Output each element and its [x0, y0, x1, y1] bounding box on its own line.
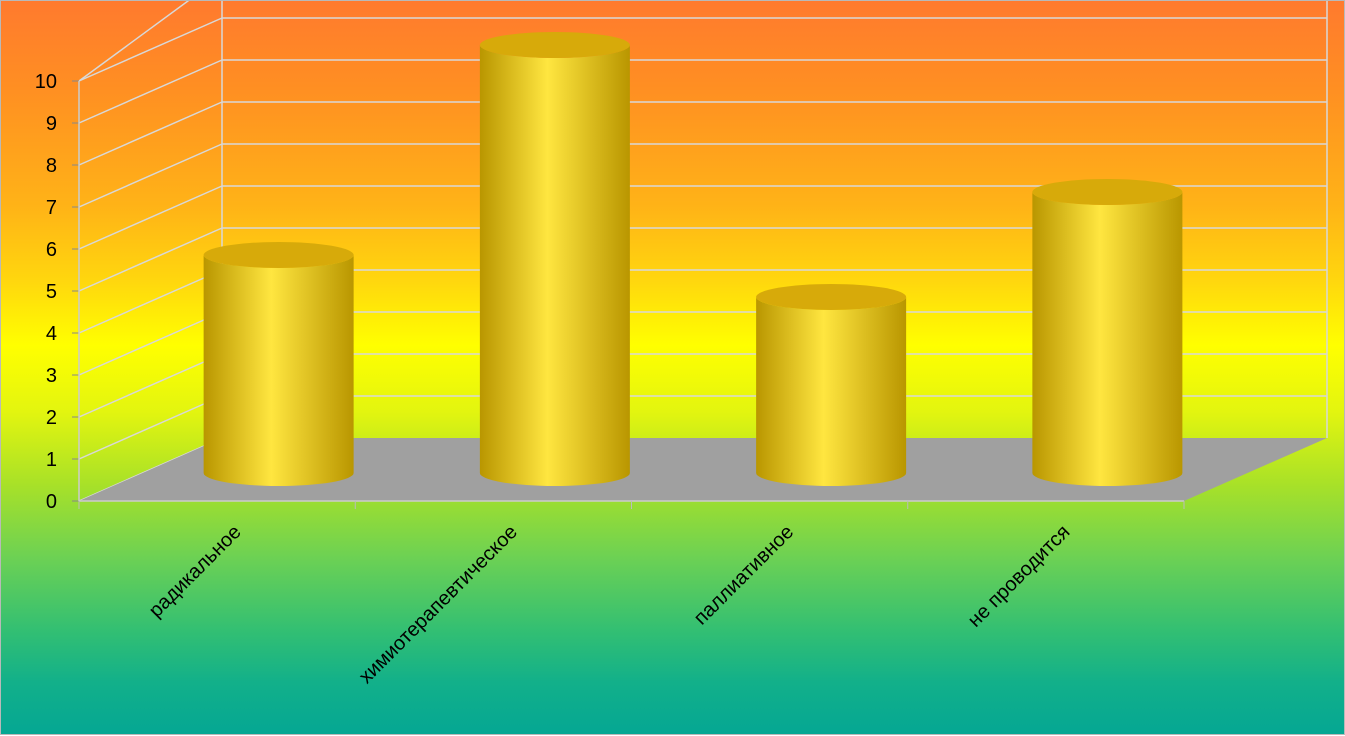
bar [756, 284, 907, 486]
bar [479, 32, 630, 486]
side-gridline [78, 101, 223, 166]
bar-body [756, 297, 907, 486]
side-gridline [78, 269, 223, 334]
y-tick-label: 2 [46, 407, 57, 429]
x-category-label: химиотерапевтическое [355, 521, 522, 688]
y-tick-label: 9 [46, 113, 57, 135]
bar-top [756, 284, 907, 310]
bar-top [203, 242, 354, 268]
y-tick-label: 6 [46, 239, 57, 261]
y-tick-label: 4 [46, 323, 57, 345]
bar-body [479, 45, 630, 486]
side-gridline [78, 143, 223, 208]
bar [203, 242, 354, 486]
y-tick-label: 1 [46, 449, 57, 471]
side-gridline [78, 17, 223, 82]
bar-top [479, 32, 630, 58]
side-gridline [78, 353, 223, 418]
x-category-label: паллиативное [690, 521, 798, 629]
side-gridline [78, 227, 223, 292]
y-tick-label: 7 [46, 197, 57, 219]
y-axis: 0 1 2 3 4 5 6 7 8 9 10 [35, 71, 1185, 513]
y-tick-label: 10 [35, 71, 57, 93]
bar-body [203, 255, 354, 486]
side-wall-top-edge [78, 1, 190, 82]
x-category-label: не проводится [964, 521, 1075, 632]
y-tick-label: 5 [46, 281, 57, 303]
side-gridline [78, 311, 223, 376]
y-tick-label: 3 [46, 365, 57, 387]
bars [203, 32, 1183, 486]
x-category-label: радикальное [145, 521, 246, 622]
bar-top [1032, 179, 1183, 205]
chart-floor [79, 438, 1327, 501]
x-axis-labels: радикальное химиотерапевтическое паллиатив… [145, 521, 1075, 688]
y-tick-label: 0 [46, 491, 57, 513]
y-tick-label: 8 [46, 155, 57, 177]
side-gridline [78, 59, 223, 124]
bar-body [1032, 192, 1183, 486]
floor-plane [79, 438, 1327, 501]
bar [1032, 179, 1183, 486]
side-gridline [78, 185, 223, 250]
side-gridline [78, 395, 223, 460]
